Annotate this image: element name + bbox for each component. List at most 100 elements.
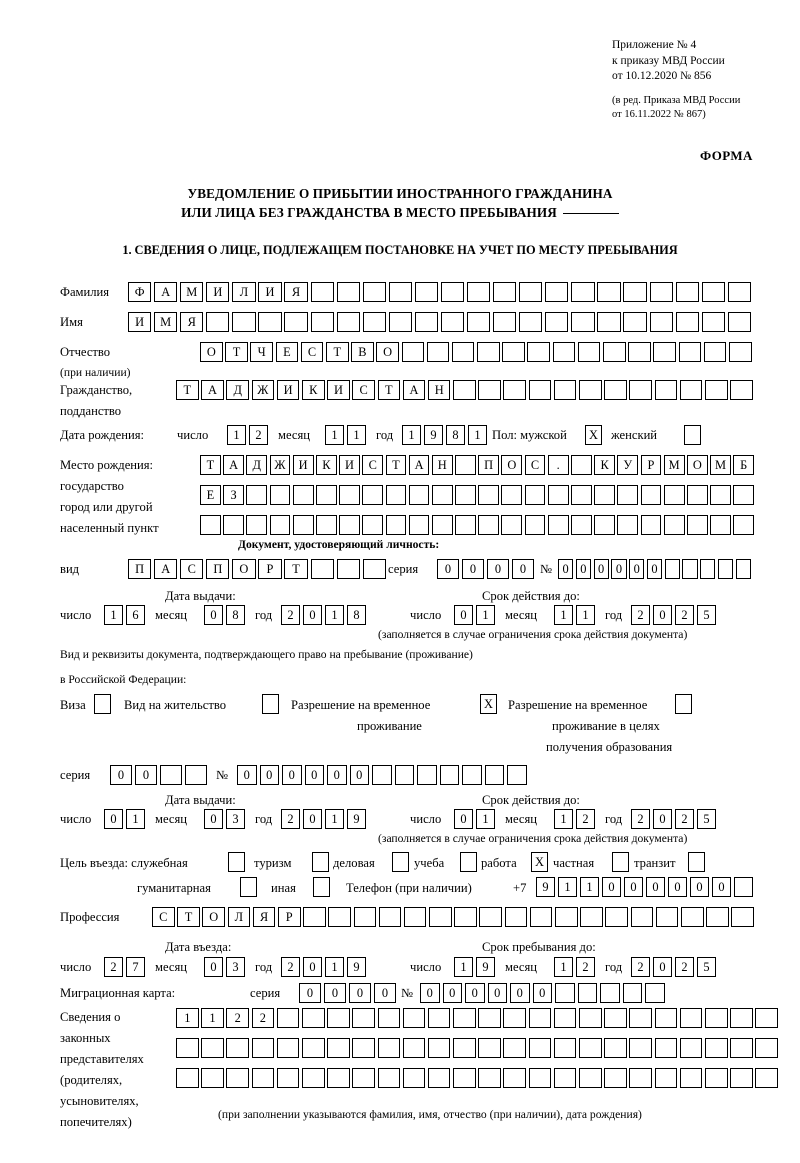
cell[interactable] bbox=[269, 485, 291, 505]
cell[interactable]: А bbox=[154, 559, 178, 579]
cell[interactable] bbox=[728, 342, 752, 362]
cell[interactable]: И bbox=[206, 282, 230, 302]
cell[interactable] bbox=[704, 1068, 728, 1088]
cell[interactable] bbox=[246, 485, 268, 505]
cell[interactable] bbox=[629, 1038, 652, 1058]
cell[interactable]: 0 bbox=[593, 559, 609, 579]
cell[interactable] bbox=[403, 907, 427, 927]
cell[interactable]: С bbox=[152, 907, 175, 927]
cell[interactable]: 0 bbox=[646, 877, 665, 897]
cell[interactable] bbox=[755, 1008, 778, 1028]
cell[interactable] bbox=[664, 559, 680, 579]
cell[interactable] bbox=[701, 282, 725, 302]
cell[interactable] bbox=[226, 1038, 249, 1058]
cell[interactable] bbox=[640, 515, 662, 535]
cell[interactable] bbox=[223, 515, 244, 535]
cell[interactable] bbox=[451, 342, 475, 362]
cell[interactable]: 0 bbox=[512, 559, 534, 579]
cell[interactable] bbox=[679, 1008, 703, 1028]
cell[interactable]: О bbox=[202, 907, 225, 927]
cell[interactable] bbox=[645, 983, 665, 1003]
cell[interactable]: 0 bbox=[282, 765, 302, 785]
cell[interactable] bbox=[453, 1068, 476, 1088]
cell[interactable] bbox=[377, 1008, 401, 1028]
cell[interactable]: Ж bbox=[251, 380, 275, 400]
cell[interactable]: 1 bbox=[176, 1008, 199, 1028]
cell[interactable]: 9 bbox=[347, 957, 366, 977]
cell[interactable]: Е bbox=[200, 485, 221, 505]
cell[interactable]: 0 bbox=[237, 765, 257, 785]
cell[interactable] bbox=[571, 515, 592, 535]
cell[interactable]: 1 bbox=[576, 605, 595, 625]
cell[interactable] bbox=[571, 312, 595, 332]
cell[interactable]: 1 bbox=[325, 809, 344, 829]
cell[interactable]: 0 bbox=[510, 983, 530, 1003]
cell[interactable] bbox=[201, 1038, 224, 1058]
cell[interactable] bbox=[426, 342, 450, 362]
cell[interactable]: 2 bbox=[631, 809, 650, 829]
cell[interactable]: М bbox=[154, 312, 178, 332]
cell[interactable]: 0 bbox=[558, 559, 574, 579]
cell[interactable]: И bbox=[327, 380, 350, 400]
cell[interactable] bbox=[547, 485, 569, 505]
cell[interactable] bbox=[629, 380, 652, 400]
cell[interactable]: О bbox=[232, 559, 256, 579]
cell[interactable]: 0 bbox=[135, 765, 157, 785]
cell[interactable]: Р bbox=[258, 559, 282, 579]
cell[interactable] bbox=[704, 380, 728, 400]
cell[interactable]: 2 bbox=[675, 605, 694, 625]
cell[interactable] bbox=[284, 312, 308, 332]
cell[interactable] bbox=[730, 1038, 753, 1058]
cell[interactable] bbox=[408, 515, 430, 535]
cell[interactable]: 0 bbox=[437, 559, 459, 579]
cell[interactable] bbox=[246, 515, 268, 535]
cell[interactable] bbox=[553, 1068, 577, 1088]
cell[interactable] bbox=[453, 380, 476, 400]
cell[interactable]: А bbox=[408, 455, 430, 475]
cell[interactable] bbox=[206, 312, 230, 332]
cell[interactable] bbox=[623, 282, 647, 302]
cell[interactable]: Т bbox=[284, 559, 308, 579]
cell[interactable] bbox=[700, 559, 716, 579]
cell[interactable] bbox=[675, 312, 699, 332]
cell[interactable]: 2 bbox=[576, 957, 595, 977]
cell[interactable]: 2 bbox=[281, 605, 300, 625]
cell[interactable] bbox=[524, 485, 546, 505]
cell[interactable] bbox=[477, 342, 500, 362]
cell[interactable] bbox=[402, 1068, 426, 1088]
cell[interactable]: 1 bbox=[402, 425, 421, 445]
cell[interactable]: 0 bbox=[532, 983, 552, 1003]
cell[interactable] bbox=[160, 765, 182, 785]
checkbox-visa[interactable] bbox=[94, 694, 111, 714]
cell[interactable]: 0 bbox=[303, 809, 322, 829]
cell[interactable] bbox=[377, 1068, 401, 1088]
cell[interactable] bbox=[579, 1068, 602, 1088]
cell[interactable] bbox=[675, 282, 699, 302]
cell[interactable]: 6 bbox=[126, 605, 145, 625]
cell[interactable] bbox=[706, 907, 729, 927]
cell[interactable]: 2 bbox=[104, 957, 123, 977]
cell[interactable] bbox=[503, 380, 527, 400]
cell[interactable]: К bbox=[301, 380, 325, 400]
cell[interactable] bbox=[528, 1068, 552, 1088]
cell[interactable] bbox=[352, 1068, 375, 1088]
cell[interactable] bbox=[310, 282, 334, 302]
checkbox-sex-male[interactable]: X bbox=[585, 425, 602, 445]
cell[interactable] bbox=[679, 1068, 703, 1088]
cell[interactable] bbox=[362, 312, 386, 332]
cell[interactable] bbox=[580, 907, 603, 927]
cell[interactable] bbox=[654, 1038, 678, 1058]
cell[interactable] bbox=[571, 455, 592, 475]
cell[interactable]: 1 bbox=[476, 809, 495, 829]
